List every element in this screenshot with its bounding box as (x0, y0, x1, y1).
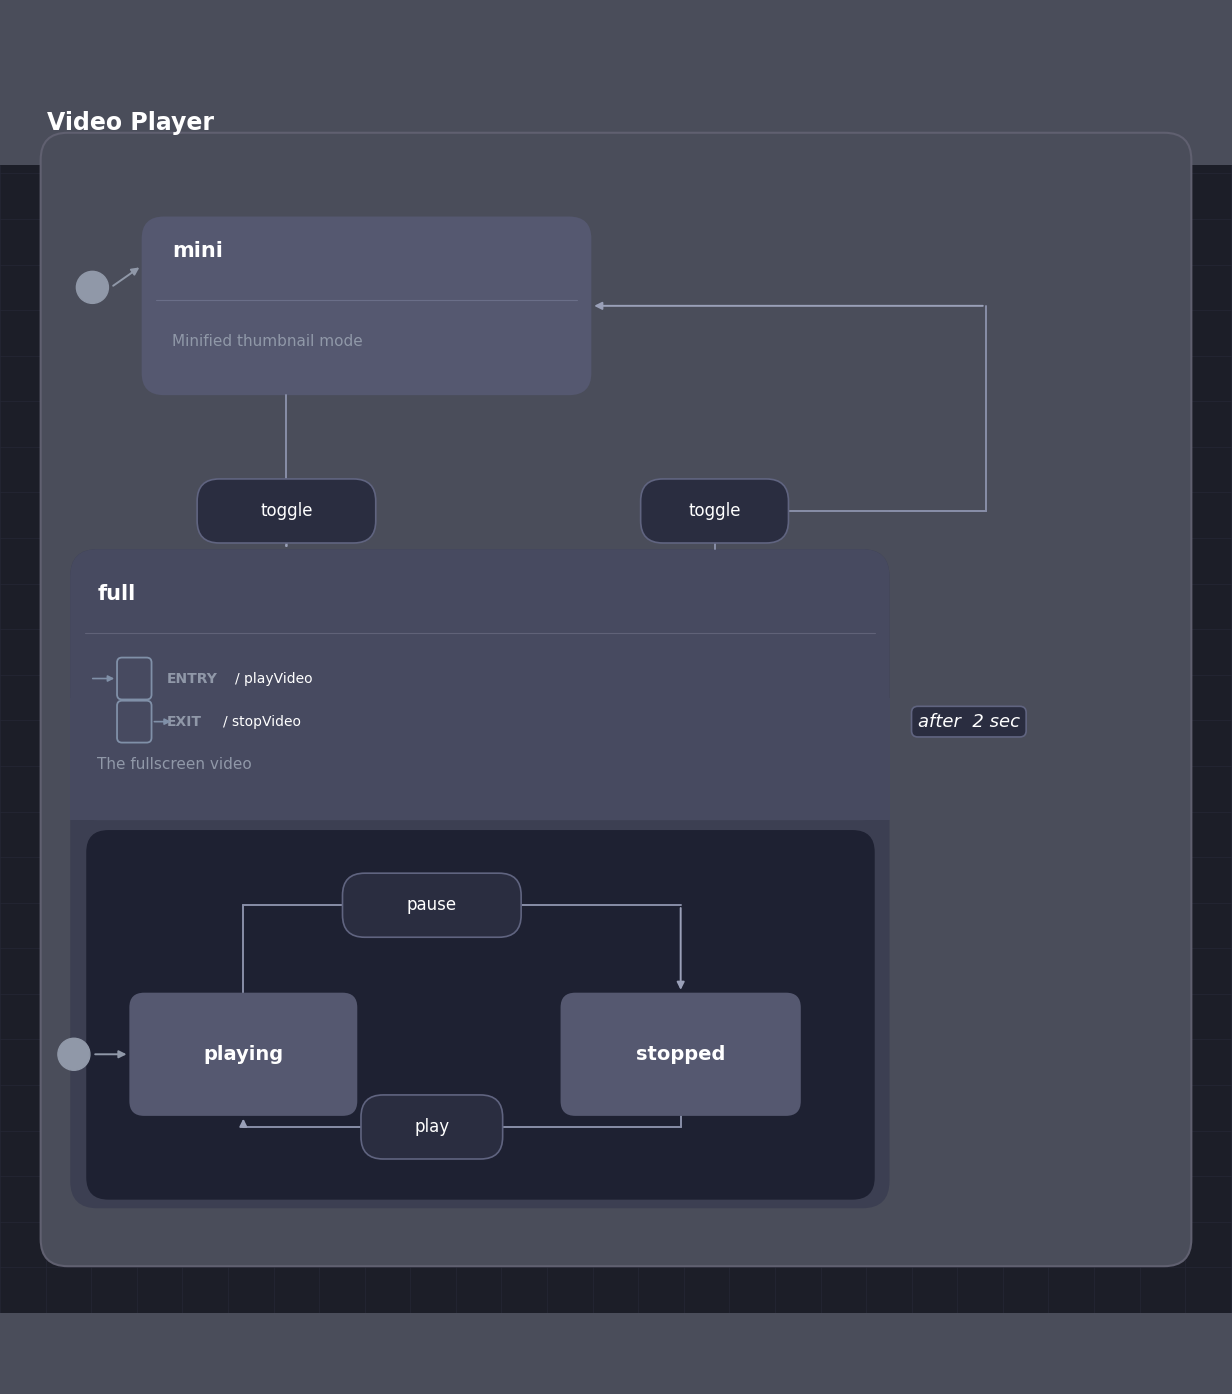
Text: EXIT: EXIT (166, 715, 201, 729)
FancyBboxPatch shape (41, 132, 1191, 1266)
Text: Minified thumbnail mode: Minified thumbnail mode (172, 335, 363, 348)
Text: pause: pause (407, 896, 457, 914)
FancyBboxPatch shape (641, 480, 788, 544)
FancyBboxPatch shape (86, 829, 875, 1200)
FancyBboxPatch shape (142, 216, 591, 395)
Text: toggle: toggle (689, 502, 740, 520)
Text: toggle: toggle (260, 502, 313, 520)
Text: full: full (97, 584, 136, 604)
Text: The fullscreen video: The fullscreen video (97, 757, 253, 772)
Text: play: play (414, 1118, 450, 1136)
FancyBboxPatch shape (129, 993, 357, 1115)
FancyBboxPatch shape (197, 480, 376, 544)
Text: stopped: stopped (636, 1044, 726, 1064)
FancyBboxPatch shape (561, 993, 801, 1115)
Text: / stopVideo: / stopVideo (223, 715, 301, 729)
Bar (70, 698, 890, 820)
Text: mini: mini (172, 241, 223, 261)
Text: playing: playing (203, 1044, 283, 1064)
Text: ENTRY: ENTRY (166, 672, 217, 686)
Text: after  2 sec: after 2 sec (918, 712, 1020, 730)
FancyBboxPatch shape (70, 549, 890, 1209)
FancyBboxPatch shape (70, 549, 890, 820)
FancyBboxPatch shape (361, 1094, 503, 1158)
Text: Video Player: Video Player (47, 112, 214, 135)
FancyBboxPatch shape (342, 873, 521, 937)
Text: / playVideo: / playVideo (235, 672, 313, 686)
Circle shape (58, 1039, 90, 1071)
Bar (0, 81, 1232, 164)
Circle shape (76, 272, 108, 304)
